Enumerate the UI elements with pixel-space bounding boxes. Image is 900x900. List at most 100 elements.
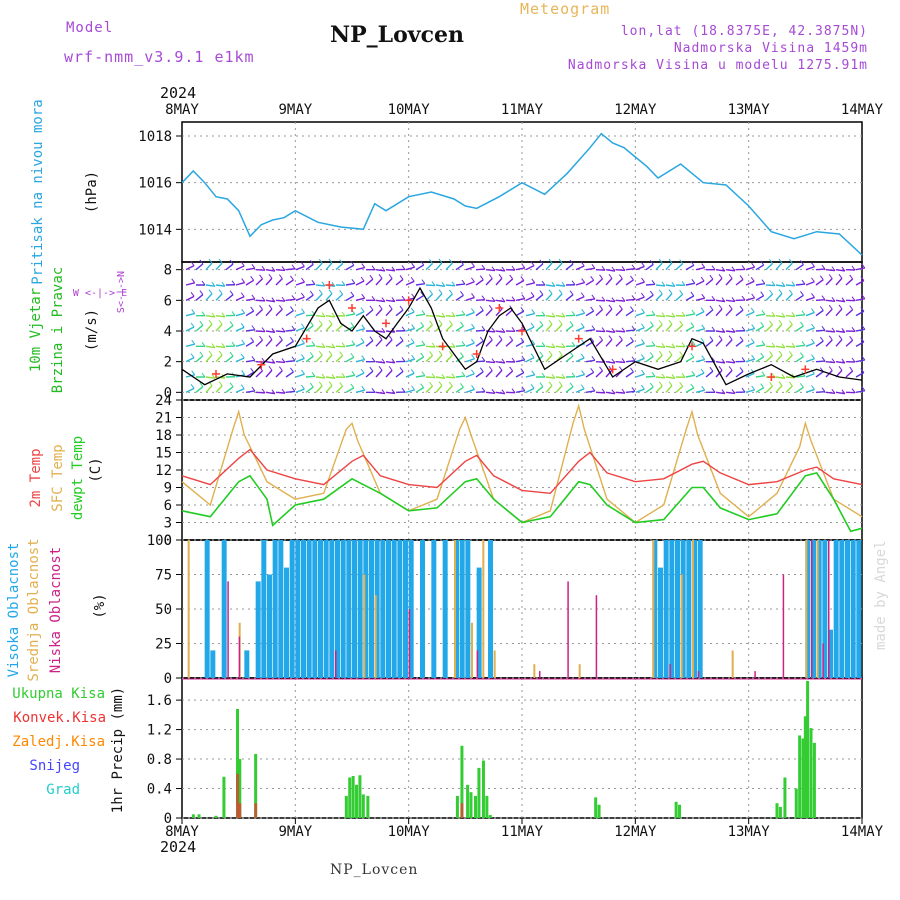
wind-barb bbox=[525, 326, 535, 332]
wind-barb bbox=[475, 298, 486, 302]
wind-barb bbox=[665, 314, 676, 318]
wind-barb bbox=[695, 328, 705, 332]
wind-barb-flag bbox=[199, 351, 204, 357]
wind-barb-flag bbox=[191, 278, 196, 284]
cloud-bar-0 bbox=[306, 540, 312, 678]
precip-bar bbox=[783, 777, 787, 818]
wind-barb bbox=[465, 281, 475, 286]
wind-barb bbox=[715, 299, 726, 303]
wind-barb-flag bbox=[828, 304, 833, 310]
wind-barb bbox=[855, 279, 865, 286]
wind-barb-flag bbox=[709, 336, 714, 341]
wind-barb bbox=[725, 268, 736, 272]
wind-barb bbox=[615, 299, 626, 302]
cloud-bar-0 bbox=[675, 540, 680, 678]
wind-barb-flag bbox=[580, 384, 585, 389]
wind-barb bbox=[245, 279, 255, 286]
wind-barb-flag bbox=[640, 292, 645, 298]
cloud-bar-0 bbox=[488, 540, 493, 678]
wind-barb bbox=[355, 341, 365, 347]
wind-barb bbox=[355, 266, 365, 271]
wind-barb bbox=[725, 330, 736, 333]
wind-barb-flag bbox=[601, 296, 606, 302]
wind-barb-flag bbox=[259, 305, 263, 310]
wind-barb-flag bbox=[788, 258, 793, 264]
wind-barb bbox=[655, 385, 663, 393]
wind-barb bbox=[255, 339, 264, 347]
time-tick-bottom: 12MAY bbox=[614, 824, 657, 840]
wind-barb-flag bbox=[328, 350, 333, 356]
wind-barb bbox=[555, 385, 563, 393]
precip-bar bbox=[474, 795, 478, 818]
wind-barb-flag bbox=[828, 366, 833, 371]
cloud-bar-1 bbox=[482, 540, 485, 678]
cloud-bar-0 bbox=[839, 540, 845, 678]
wind-barb bbox=[695, 297, 705, 302]
precip-bar bbox=[191, 814, 195, 818]
wind-barb-flag bbox=[351, 279, 356, 284]
cloud-bar-0 bbox=[312, 540, 318, 678]
wind-barb-flag bbox=[309, 290, 314, 296]
wind-barb bbox=[815, 360, 826, 363]
wind-barb-flag bbox=[318, 258, 323, 264]
wind-barb bbox=[815, 329, 826, 332]
wind-barb-flag bbox=[331, 374, 336, 379]
wind-barb bbox=[225, 294, 234, 301]
wind-barb-flag bbox=[681, 281, 686, 286]
wind-barb bbox=[425, 262, 434, 271]
time-tick-top: 11MAY bbox=[501, 102, 544, 118]
wind-barb bbox=[835, 268, 846, 272]
wind-barb-flag bbox=[339, 351, 344, 356]
temp2m-title: 2m Temp bbox=[28, 448, 44, 507]
wind-barb-flag bbox=[300, 323, 305, 329]
wind-barb-flag bbox=[810, 277, 815, 283]
wind-barb bbox=[705, 370, 714, 378]
wind-barb bbox=[495, 339, 503, 347]
meteogram-label: Meteogram bbox=[520, 0, 611, 18]
wind-barb bbox=[685, 387, 695, 393]
wind-barb bbox=[525, 265, 535, 271]
wind-barb-flag bbox=[190, 322, 195, 328]
wind-barb bbox=[275, 370, 283, 378]
wind-barb-flag bbox=[290, 336, 294, 342]
wind-title-1: 10m Vjetar bbox=[28, 288, 44, 372]
wind-barb-flag bbox=[821, 326, 826, 331]
wind-barb bbox=[745, 280, 755, 286]
wind-barb-flag bbox=[771, 342, 776, 348]
wind-barb-flag bbox=[351, 371, 356, 376]
wind-barb bbox=[635, 296, 645, 301]
wind-barb bbox=[625, 329, 636, 332]
wind-barb-flag bbox=[668, 289, 673, 294]
wind-barb bbox=[665, 284, 676, 288]
wind-barb bbox=[685, 356, 695, 363]
wind-barb bbox=[675, 385, 684, 393]
wind-barb bbox=[585, 279, 595, 286]
wind-barb-flag bbox=[681, 342, 686, 347]
wind-barb-flag bbox=[491, 388, 496, 394]
wind-barb bbox=[185, 326, 195, 332]
wind-barb bbox=[605, 268, 616, 272]
y-tick-label: 1.6 bbox=[147, 693, 172, 709]
cloud-bar-0 bbox=[816, 540, 822, 678]
wind-barb-flag bbox=[711, 296, 716, 301]
wind-barb-flag bbox=[591, 356, 596, 361]
wind-barb bbox=[745, 327, 755, 332]
wind-barb bbox=[815, 279, 824, 286]
precip-bar bbox=[803, 716, 807, 818]
wind-barb-flag bbox=[268, 273, 273, 279]
wind-barb bbox=[805, 311, 815, 317]
wind-barb bbox=[395, 340, 404, 347]
wind-barb-flag bbox=[481, 387, 486, 392]
wind-barb bbox=[435, 385, 443, 393]
wind-barb-flag bbox=[800, 260, 804, 265]
wind-barb-flag bbox=[229, 382, 234, 388]
wind-barb-flag bbox=[350, 352, 355, 358]
wind-barb-flag bbox=[608, 304, 613, 310]
wind-barb bbox=[315, 262, 323, 271]
wind-barb-flag bbox=[199, 320, 204, 326]
pressure-title: Pritisak na nivou mora bbox=[30, 99, 46, 284]
wind-barb bbox=[285, 340, 294, 347]
wind-barb bbox=[535, 385, 544, 393]
wind-barb-flag bbox=[711, 388, 716, 393]
wind-barb bbox=[285, 268, 296, 271]
